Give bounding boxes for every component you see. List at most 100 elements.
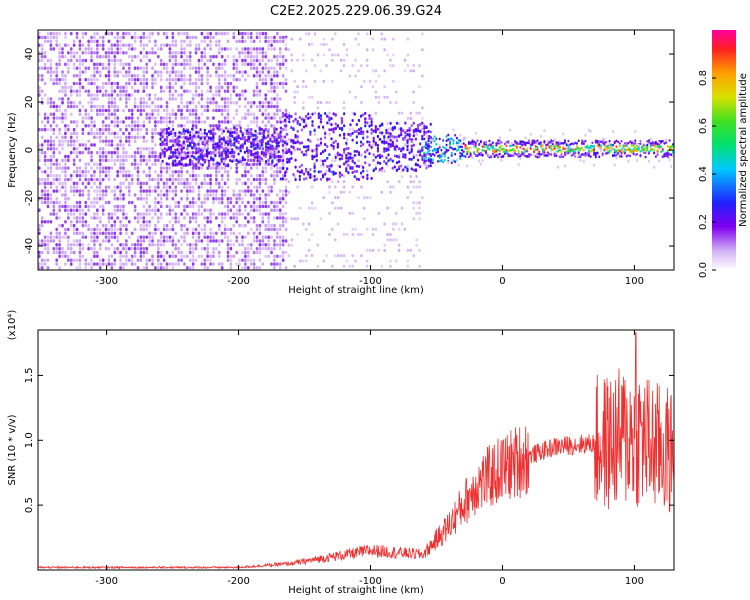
heatmap-cell [199, 136, 202, 140]
heatmap-cell [355, 149, 358, 153]
heatmap-cell [421, 137, 424, 141]
heatmap-cell [84, 185, 88, 189]
heatmap-cell [58, 89, 61, 93]
heatmap-cell [276, 235, 279, 239]
heatmap-cell [371, 143, 375, 147]
heatmap-cell [38, 89, 41, 93]
heatmap-cell [145, 116, 149, 120]
heatmap-cell [223, 170, 227, 174]
heatmap-cell [371, 227, 375, 231]
heatmap-cell [235, 216, 238, 220]
heatmap-cell [269, 145, 272, 149]
heatmap-cell [96, 200, 99, 205]
heatmap-cell [151, 131, 154, 136]
heatmap-cell [195, 151, 198, 155]
heatmap-cell [305, 124, 308, 128]
heatmap-cell [248, 130, 251, 134]
heatmap-cell [125, 185, 128, 189]
heatmap-cell [96, 78, 99, 82]
heatmap-cell [177, 177, 180, 182]
heatmap-cell [107, 185, 111, 189]
heatmap-cell [334, 126, 337, 130]
heatmap-cell [159, 89, 163, 93]
heatmap-cell [252, 208, 256, 212]
heatmap-cell [110, 150, 114, 155]
heatmap-cell [322, 259, 325, 263]
heatmap-cell [174, 131, 177, 135]
heatmap-cell [270, 35, 273, 40]
heatmap-cell [331, 264, 334, 268]
heatmap-cell [64, 204, 67, 209]
heatmap-cell [351, 264, 354, 268]
heatmap-cell [364, 155, 367, 159]
heatmap-cell [200, 97, 204, 101]
heatmap-cell [534, 148, 537, 151]
heatmap-cell [273, 170, 276, 174]
heatmap-cell [104, 158, 108, 163]
heatmap-cell [490, 143, 493, 146]
heatmap-cell [182, 127, 185, 131]
heatmap-cell [254, 146, 257, 150]
heatmap-cell [75, 258, 79, 262]
heatmap-cell [550, 141, 553, 144]
heatmap-cell [87, 204, 90, 209]
heatmap-cell [101, 39, 105, 43]
heatmap-cell [244, 39, 247, 43]
heatmap-cell [212, 212, 215, 216]
heatmap-cell [90, 262, 93, 266]
heatmap-cell [142, 158, 146, 163]
heatmap-cell [328, 190, 331, 194]
heatmap-cell [500, 158, 503, 162]
heatmap-cell [81, 150, 85, 155]
heatmap-cell [351, 227, 354, 231]
heatmap-cell [241, 31, 244, 36]
heatmap-cell [286, 157, 289, 161]
heatmap-cell [226, 235, 230, 239]
heatmap-cell [467, 147, 470, 150]
heatmap-cell [110, 216, 114, 220]
heatmap-cell [267, 220, 270, 224]
heatmap-cell [249, 158, 253, 163]
heatmap-cell [247, 35, 250, 40]
heatmap-cell [244, 116, 247, 120]
heatmap-cell [81, 35, 85, 40]
heatmap-cell [449, 140, 452, 143]
heatmap-cell [67, 97, 70, 101]
heatmap-cell [191, 93, 195, 97]
heatmap-cell [136, 104, 140, 109]
heatmap-cell [87, 139, 90, 143]
heatmap-cell [261, 262, 265, 266]
heatmap-cell [78, 177, 82, 182]
heatmap-cell [194, 216, 198, 220]
heatmap-cell [188, 51, 192, 55]
heatmap-cell [258, 39, 262, 43]
heatmap-cell [261, 200, 265, 205]
heatmap-cell [212, 62, 215, 67]
heatmap-cell [252, 266, 256, 270]
heatmap-cell [521, 146, 524, 150]
heatmap-cell [148, 239, 151, 243]
heatmap-cell [171, 78, 175, 82]
heatmap-cell [212, 239, 215, 243]
heatmap-cell [191, 216, 195, 220]
heatmap-cell [563, 151, 566, 154]
heatmap-cell [290, 53, 293, 57]
heatmap-cell [98, 35, 102, 40]
heatmap-cell [491, 152, 494, 156]
heatmap-cell [180, 177, 183, 182]
heatmap-cell [267, 227, 270, 232]
heatmap-cell [437, 147, 440, 151]
heatmap-cell [171, 250, 175, 255]
heatmap-cell [191, 246, 195, 251]
heatmap-cell [238, 70, 241, 74]
heatmap-cell [249, 112, 253, 116]
heatmap-cell [191, 120, 195, 124]
heatmap-cell [553, 153, 556, 156]
heatmap-cell [113, 177, 117, 182]
heatmap-cell [145, 101, 149, 105]
heatmap-cell [171, 170, 175, 174]
heatmap-cell [247, 31, 250, 36]
heatmap-cell [412, 185, 415, 189]
heatmap-cell [90, 116, 93, 120]
heatmap-cell [171, 254, 175, 259]
